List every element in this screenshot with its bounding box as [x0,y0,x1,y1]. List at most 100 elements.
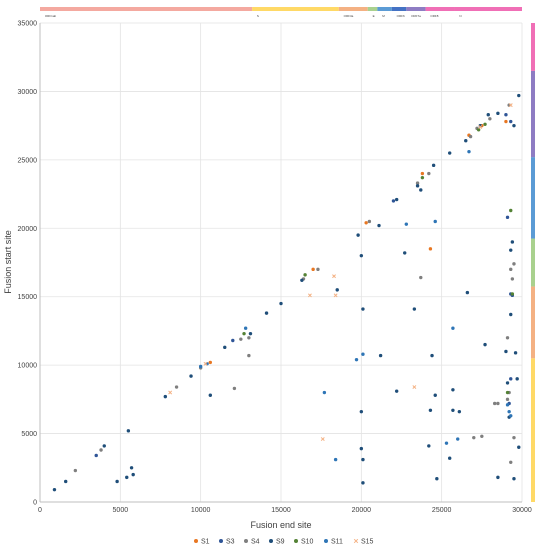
data-point-s9 [486,112,490,117]
legend-marker [324,539,328,543]
legend-label: S1 [201,539,210,546]
x-tick-label: 30000 [512,507,532,514]
legend-item-s4: S4 [244,539,260,546]
data-point-s4 [415,181,420,185]
data-point-s4 [509,267,513,272]
data-point-s9 [361,307,365,311]
data-point-s4 [492,401,497,406]
legend-label: S3 [226,539,235,546]
genome-label: ORF8 [430,14,438,18]
data-point-s15 [333,293,338,298]
genome-segment-right [531,70,535,158]
data-point-s9 [427,444,431,448]
data-point-s1 [364,221,368,225]
data-point-s9 [415,184,420,188]
data-point-s9 [394,389,399,393]
y-axis-label: Fusion start site [3,230,13,294]
legend-marker [294,539,298,543]
genome-track-top: ORF1ab S ORF3a E M ORF6 ORF7a ORF8 N [40,7,522,18]
data-point-s15 [478,125,483,129]
legend-label: S11 [331,539,343,546]
data-point-s10 [509,208,513,213]
data-point-s9 [361,481,365,485]
data-point-s9 [504,349,508,354]
data-point-s9 [361,457,365,462]
data-point-s9 [465,290,470,295]
legend-item-s3: S3 [219,539,235,546]
legend-marker [219,539,223,543]
data-point-s9 [129,466,134,470]
data-point-s4 [510,277,515,281]
y-tick-label: 10000 [18,363,38,370]
legend-item-s11: S11 [324,539,343,546]
data-point-s1 [504,119,508,124]
data-point-s9 [189,374,193,378]
data-point-s9 [457,409,462,414]
legend-label: S10 [301,539,314,546]
data-point-s9 [428,408,433,413]
data-point-s3 [505,215,510,220]
data-point-s9 [451,408,455,413]
genome-label: M [382,14,385,18]
data-point-s3 [231,338,235,343]
x-tick-label: 0 [38,507,42,514]
genome-segment-top [252,7,339,11]
data-point-s9 [419,188,423,192]
data-point-s11 [507,409,511,414]
genome-segment-right [531,238,535,287]
data-point-s9 [248,331,253,336]
data-point-s15 [168,390,173,395]
y-tick-label: 25000 [18,157,38,164]
data-point-s9 [126,429,131,433]
data-point-s9 [448,456,452,460]
data-point-s9 [52,487,57,492]
data-point-s3 [509,119,513,124]
data-points [52,93,521,492]
genome-segment-top [391,7,407,11]
legend-item-s1: S1 [194,539,210,546]
data-point-s9 [359,409,364,414]
x-tick-label: 10000 [191,507,211,514]
data-point-s3 [509,377,513,381]
legend-marker [244,539,248,543]
legend: S1 S3 S4 S9 S10 S11 S15 [194,539,374,546]
data-point-s9 [359,446,364,451]
x-axis-label: Fusion end site [250,520,311,530]
genome-segment-top [367,7,378,11]
genome-segment-top [338,7,368,11]
data-point-s9 [505,381,510,385]
data-point-s3 [391,199,396,203]
data-point-s9 [512,477,516,481]
legend-item-s15: S15 [353,539,374,546]
genome-segment-right [531,23,535,71]
genome-label: S [257,14,259,18]
genome-label: N [459,14,461,18]
data-point-s11 [322,390,327,395]
data-point-s15 [412,385,417,389]
data-point-s11 [456,437,460,441]
data-point-s9 [517,93,521,98]
legend-marker [269,539,273,543]
data-point-s4 [512,262,516,266]
data-point-s4 [73,468,78,473]
data-point-s11 [354,357,359,362]
y-tick-label: 5000 [21,431,37,438]
data-point-s9 [163,394,168,399]
data-point-s15 [307,293,312,298]
data-point-s9 [378,353,383,358]
data-point-s4 [239,337,243,341]
genome-segment-top [425,7,455,11]
data-point-s4 [427,171,431,176]
data-point-s11 [404,222,409,226]
data-point-s9 [517,445,521,449]
legend-label: S15 [361,539,374,546]
x-tick-label: 15000 [271,507,291,514]
data-point-s11 [509,414,513,418]
genome-track-right [531,23,535,502]
data-point-s4 [480,434,484,439]
data-point-s9 [430,353,434,358]
x-tick-label: 25000 [432,507,452,514]
x-tick-label: 5000 [113,507,129,514]
data-point-s9 [359,253,364,258]
